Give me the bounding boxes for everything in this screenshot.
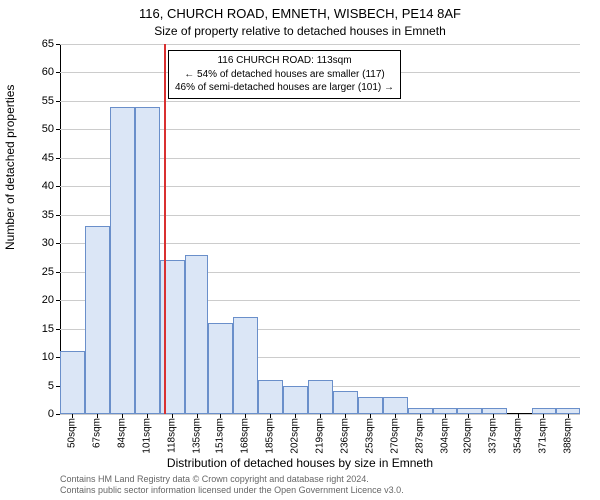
xtick-label: 236sqm <box>339 418 350 454</box>
annotation-line: 116 CHURCH ROAD: 113sqm <box>175 54 394 68</box>
property-marker-line <box>164 44 166 414</box>
footnote-line-2: Contains public sector information licen… <box>60 485 590 496</box>
ytick-mark <box>56 158 60 159</box>
xtick-label: 320sqm <box>463 418 474 454</box>
xtick-label: 101sqm <box>141 418 152 454</box>
copyright-footnote: Contains HM Land Registry data © Crown c… <box>60 474 590 497</box>
ytick-mark <box>56 72 60 73</box>
xtick-label: 202sqm <box>290 418 301 454</box>
ytick-label: 55 <box>24 95 54 107</box>
property-size-histogram: 116, CHURCH ROAD, EMNETH, WISBECH, PE14 … <box>0 0 600 500</box>
y-axis-label: Number of detached properties <box>3 85 17 250</box>
ytick-label: 50 <box>24 123 54 135</box>
ytick-mark <box>56 329 60 330</box>
gridline-h <box>60 101 580 102</box>
xtick-label: 388sqm <box>563 418 574 454</box>
xtick-label: 337sqm <box>488 418 499 454</box>
histogram-bar <box>208 323 233 414</box>
ytick-label: 30 <box>24 237 54 249</box>
xtick-label: 50sqm <box>66 418 77 448</box>
ytick-label: 60 <box>24 66 54 78</box>
histogram-bar <box>85 226 110 414</box>
x-axis-label: Distribution of detached houses by size … <box>0 456 600 470</box>
histogram-bar <box>283 386 308 414</box>
histogram-bar <box>135 107 160 414</box>
ytick-mark <box>56 186 60 187</box>
annotation-box: 116 CHURCH ROAD: 113sqm← 54% of detached… <box>168 50 401 99</box>
ytick-label: 20 <box>24 294 54 306</box>
chart-subtitle: Size of property relative to detached ho… <box>0 24 600 38</box>
xtick-label: 67sqm <box>91 418 102 448</box>
ytick-mark <box>56 272 60 273</box>
xtick-label: 304sqm <box>439 418 450 454</box>
ytick-mark <box>56 215 60 216</box>
xtick-label: 84sqm <box>116 418 127 448</box>
histogram-bar <box>308 380 333 414</box>
ytick-label: 15 <box>24 323 54 335</box>
histogram-bar <box>60 351 85 414</box>
chart-title: 116, CHURCH ROAD, EMNETH, WISBECH, PE14 … <box>0 6 600 21</box>
histogram-bar <box>258 380 283 414</box>
ytick-label: 45 <box>24 152 54 164</box>
histogram-bar <box>383 397 408 414</box>
annotation-line: 46% of semi-detached houses are larger (… <box>175 81 394 95</box>
annotation-line: ← 54% of detached houses are smaller (11… <box>175 68 394 82</box>
xtick-label: 135sqm <box>191 418 202 454</box>
xtick-label: 253sqm <box>364 418 375 454</box>
ytick-label: 10 <box>24 351 54 363</box>
ytick-label: 35 <box>24 209 54 221</box>
gridline-h <box>60 44 580 45</box>
ytick-mark <box>56 300 60 301</box>
ytick-label: 25 <box>24 266 54 278</box>
ytick-mark <box>56 129 60 130</box>
xtick-label: 219sqm <box>315 418 326 454</box>
ytick-label: 5 <box>24 380 54 392</box>
ytick-mark <box>56 44 60 45</box>
xtick-label: 371sqm <box>538 418 549 454</box>
xtick-label: 168sqm <box>240 418 251 454</box>
histogram-bar <box>185 255 209 414</box>
xtick-label: 287sqm <box>414 418 425 454</box>
ytick-label: 40 <box>24 180 54 192</box>
ytick-mark <box>56 101 60 102</box>
xtick-label: 151sqm <box>215 418 226 454</box>
xtick-label: 354sqm <box>513 418 524 454</box>
ytick-label: 0 <box>24 408 54 420</box>
footnote-line-1: Contains HM Land Registry data © Crown c… <box>60 474 590 485</box>
histogram-bar <box>110 107 135 414</box>
ytick-mark <box>56 414 60 415</box>
histogram-bar <box>233 317 258 414</box>
ytick-mark <box>56 243 60 244</box>
plot-area: 0510152025303540455055606550sqm67sqm84sq… <box>60 44 580 414</box>
histogram-bar <box>358 397 383 414</box>
xtick-label: 185sqm <box>265 418 276 454</box>
ytick-label: 65 <box>24 38 54 50</box>
xtick-label: 118sqm <box>166 418 177 453</box>
histogram-bar <box>333 391 358 414</box>
xtick-label: 270sqm <box>389 418 400 454</box>
